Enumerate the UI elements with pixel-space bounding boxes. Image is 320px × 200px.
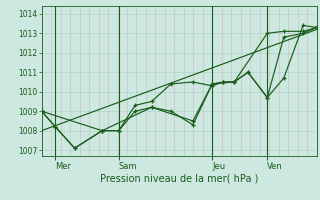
X-axis label: Pression niveau de la mer( hPa ): Pression niveau de la mer( hPa ) [100,173,258,183]
